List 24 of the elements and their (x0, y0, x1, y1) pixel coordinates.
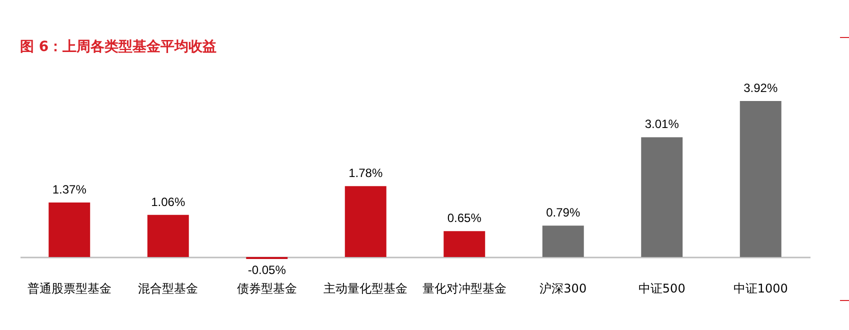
bar (641, 137, 683, 258)
x-tick-label: 中证1000 (733, 282, 788, 296)
bar (444, 231, 486, 258)
bar (344, 186, 386, 258)
x-tick-label: 沪深300 (540, 282, 587, 296)
x-tick-label: 债券型基金 (236, 282, 297, 296)
data-label: 3.01% (644, 117, 680, 132)
x-tick-label: 主动量化型基金 (324, 282, 408, 296)
data-label: -0.05% (248, 263, 286, 277)
data-label: 3.92% (744, 81, 778, 95)
chart-title: 图 6：上周各类型基金平均收益 (20, 39, 217, 55)
bar (740, 101, 782, 258)
data-label: 0.79% (546, 206, 580, 220)
x-tick-label: 普通股票型基金 (27, 282, 112, 296)
x-tick-label: 中证500 (638, 282, 686, 296)
data-label: 1.78% (348, 166, 383, 180)
bar (542, 226, 584, 258)
bar (147, 214, 189, 258)
data-label: 0.65% (447, 211, 482, 226)
bar (48, 202, 90, 258)
data-label: 1.06% (151, 194, 186, 209)
data-label: 1.37% (52, 182, 87, 196)
x-tick-label: 量化对冲型基金 (422, 282, 506, 296)
x-tick-label: 混合型基金 (138, 282, 198, 296)
